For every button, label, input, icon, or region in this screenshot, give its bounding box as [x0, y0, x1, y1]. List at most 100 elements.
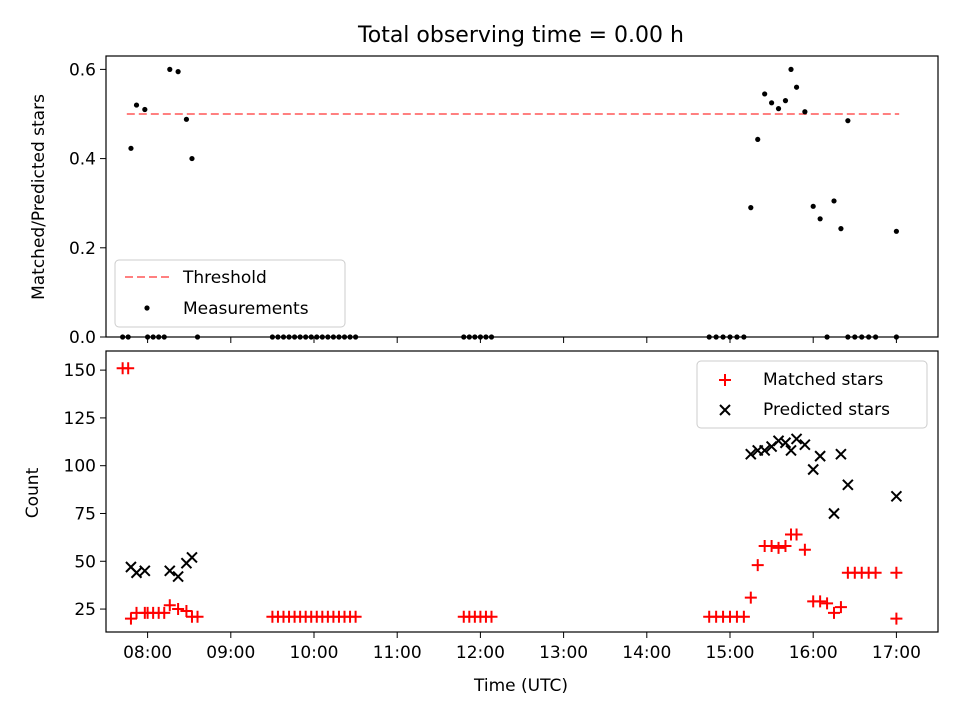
ratio-legend-box: [114, 259, 346, 328]
measurement-point: [769, 100, 775, 106]
matched-star-point: [349, 610, 362, 623]
matched-star-point: [744, 591, 757, 604]
predicted-star-point: [890, 490, 903, 502]
measurement-point: [762, 91, 768, 97]
matched-star-point: [890, 612, 903, 625]
measurement-point: [831, 198, 837, 204]
measurement-point: [280, 334, 287, 340]
measurement-point: [286, 334, 292, 340]
count-y-tick-label: 25: [74, 600, 96, 620]
count-plot-frame: [105, 350, 939, 633]
count-y-tick-label: 100: [64, 457, 96, 477]
ratio-x-ticks: [147, 337, 897, 343]
predicted-star-point: [790, 433, 803, 445]
x-tick-label: 09:00: [206, 643, 255, 663]
matched-star-point: [124, 612, 137, 625]
measurement-point: [748, 205, 754, 211]
ratio-y-tick-label: 0.0: [69, 328, 96, 348]
x-tick-label: 13:00: [539, 643, 588, 663]
count-legend: Matched stars Predicted stars: [696, 360, 928, 429]
matched-star-point: [163, 599, 176, 612]
legend-matched-label: Matched stars: [763, 370, 883, 390]
measurement-point: [793, 84, 800, 90]
measurement-point: [802, 109, 808, 115]
count-y-axis-label: Count: [23, 467, 43, 518]
measurement-point: [183, 116, 190, 122]
count-y-tick-label: 125: [64, 409, 96, 429]
matched-star-point: [828, 606, 840, 619]
measurement-point: [150, 334, 156, 340]
x-tick-label: 16:00: [789, 643, 838, 663]
x-tick-label: 17:00: [872, 643, 921, 663]
chart-title: Total observing time = 0.00 h: [357, 23, 684, 48]
count-legend-box: [696, 360, 928, 429]
measurement-point: [845, 334, 851, 340]
measurement-point: [319, 334, 325, 340]
predicted-star-point: [758, 444, 771, 457]
measurement-point: [167, 66, 173, 72]
ratio-legend: Threshold Measurements: [114, 259, 346, 328]
predicted-star-point: [828, 507, 840, 520]
predicted-star-point: [186, 551, 198, 564]
measurement-point: [120, 334, 126, 340]
x-tick-label: 11:00: [373, 643, 422, 663]
measurement-point: [275, 334, 281, 340]
ratio-y-tick-label: 0.6: [69, 60, 96, 80]
predicted-star-point: [139, 565, 151, 577]
matched-star-point: [485, 610, 498, 623]
measurement-point: [330, 334, 337, 340]
x-tick-label: 12:00: [456, 643, 505, 663]
measurement-point: [488, 334, 495, 340]
predicted-star-point: [814, 450, 826, 462]
measurement-point: [893, 228, 900, 234]
predicted-star-point: [164, 565, 176, 577]
count-y-tick-label: 75: [74, 504, 96, 524]
ratio-y-axis-label: Matched/Predicted stars: [29, 94, 49, 300]
x-tick-label: 08:00: [123, 643, 172, 663]
measurement-point: [297, 334, 303, 340]
x-tick-label: 15:00: [706, 643, 755, 663]
measurement-point: [125, 334, 131, 340]
measurement-point: [472, 334, 478, 340]
matched-star-point: [890, 566, 903, 579]
measurement-point: [314, 334, 320, 340]
count-y-axis: 25 50 75 100 125 150: [64, 361, 106, 620]
x-tick-label: 10:00: [290, 643, 339, 663]
measurement-point: [353, 334, 359, 340]
matched-star-point: [122, 362, 135, 375]
legend-measurements-swatch: [144, 305, 150, 311]
ratio-marks: [120, 66, 900, 340]
x-tick-label: 14:00: [622, 643, 671, 663]
predicted-star-point: [799, 438, 811, 451]
matched-star-point: [172, 603, 185, 616]
measurement-point: [341, 334, 348, 340]
count-y-tick-label: 50: [74, 552, 96, 572]
predicted-star-point: [842, 479, 854, 491]
predicted-star-point: [772, 435, 785, 447]
matched-star-point: [779, 539, 792, 552]
predicted-star-point: [745, 448, 757, 460]
matched-star-point: [821, 597, 834, 610]
ratio-panel: 0.0 0.2 0.4 0.6 Matched/Predicted stars Thr…: [29, 55, 939, 348]
measurement-point: [782, 98, 789, 104]
legend-predicted-swatch: [719, 404, 731, 416]
matched-star-point: [180, 604, 193, 617]
measurement-point: [308, 334, 314, 340]
measurement-point: [866, 334, 872, 340]
matched-star-point: [772, 541, 785, 554]
legend-predicted-label: Predicted stars: [763, 400, 890, 420]
count-y-tick-label: 150: [64, 361, 96, 381]
measurement-point: [461, 334, 467, 340]
measurement-point: [720, 334, 726, 340]
predicted-star-point: [835, 448, 847, 460]
measurement-point: [128, 145, 134, 151]
count-panel: 25 50 75 100 125 150 08:00 09:00 10:00 11:00 12:0…: [23, 350, 939, 696]
matched-star-point: [869, 566, 882, 579]
ratio-plot-frame: [105, 55, 939, 338]
measurement-point: [466, 334, 472, 340]
measurement-point: [706, 334, 712, 340]
measurement-point: [713, 334, 719, 340]
ratio-y-tick-label: 0.4: [69, 150, 96, 170]
measurement-point: [873, 334, 879, 340]
measurement-point: [859, 334, 865, 340]
